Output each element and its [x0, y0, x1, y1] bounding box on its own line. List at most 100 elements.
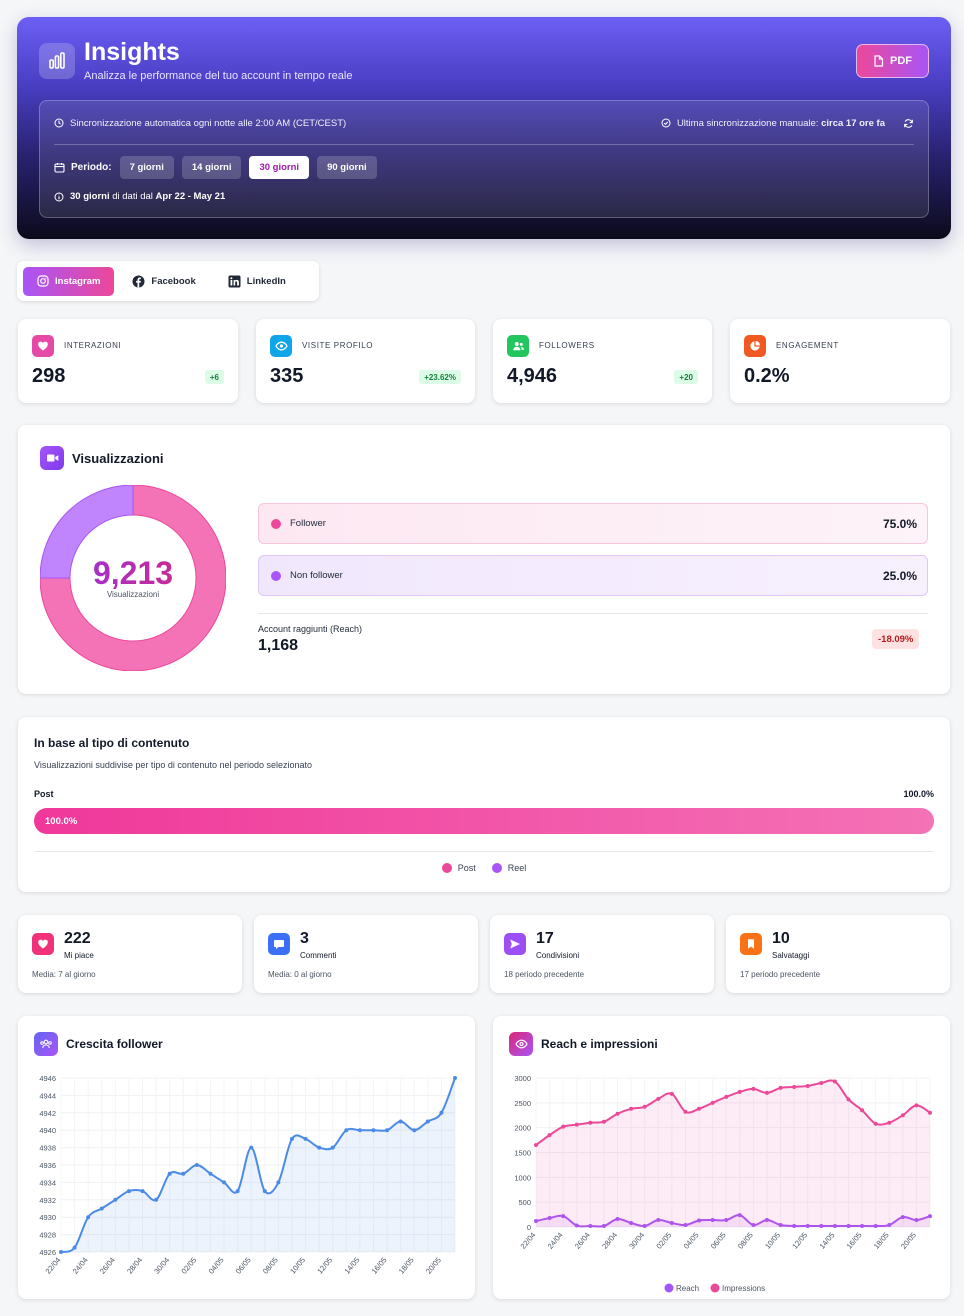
data-point	[574, 1223, 579, 1228]
audience-pct: 75.0%	[882, 516, 917, 531]
stat-card-likes: 222 Mi piace Media: 7 al giorno	[18, 915, 242, 993]
data-point	[724, 1094, 729, 1099]
period-30-button[interactable]: 30 giorni	[249, 156, 310, 179]
data-point	[778, 1085, 783, 1090]
stat-value: 222	[64, 930, 91, 947]
data-point	[113, 1197, 118, 1202]
page-subtitle: Analizza le performance del tuo account …	[84, 70, 353, 82]
data-point	[887, 1120, 892, 1125]
tab-linkedin[interactable]: LinkedIn	[214, 267, 300, 296]
kpi-value: 0.2%	[744, 365, 790, 387]
stat-sub: Media: 7 al giorno	[32, 970, 96, 979]
data-point	[642, 1104, 647, 1109]
period-14-button[interactable]: 14 giorni	[181, 156, 242, 179]
kpi-value: 4,946	[507, 365, 558, 387]
data-point	[805, 1083, 810, 1088]
data-point	[792, 1084, 797, 1089]
stat-value: 10	[772, 930, 790, 947]
data-point	[669, 1221, 674, 1226]
stat-card-saves: 10 Salvataggi 17 periodo precedente	[726, 915, 950, 993]
follower-growth-chart: 4926 4928 4930 4932 4934 4936 4938 4940 4942 4944…	[39, 1074, 457, 1276]
donut-segment-follower	[40, 485, 226, 671]
y-tick-label: 1500	[514, 1149, 531, 1158]
x-tick-label: 12/05	[790, 1231, 809, 1251]
data-point	[317, 1145, 322, 1150]
data-point	[928, 1214, 932, 1219]
data-point	[615, 1111, 620, 1116]
platform-tabs: Instagram Facebook LinkedIn	[17, 261, 319, 301]
x-tick-label: 20/05	[424, 1256, 443, 1276]
divider	[34, 851, 934, 852]
data-point	[792, 1224, 797, 1229]
data-point	[574, 1122, 579, 1127]
x-tick-label: 22/04	[44, 1256, 63, 1276]
stat-value: 17	[536, 930, 554, 947]
data-point	[860, 1224, 865, 1229]
video-icon	[40, 446, 64, 470]
period-7-button[interactable]: 7 giorni	[119, 156, 174, 179]
period-90-button[interactable]: 90 giorni	[317, 156, 377, 179]
data-point	[588, 1120, 593, 1125]
data-point	[778, 1223, 783, 1228]
reach-change-badge: -18.09%	[872, 629, 920, 649]
kpi-card-profile-visits: VISITE PROFILO 335 +23.62%	[256, 319, 475, 403]
post-share-bar: 100.0%	[34, 808, 934, 834]
data-point	[235, 1189, 240, 1194]
content-legend: Post Reel	[18, 863, 950, 873]
y-tick-label: 1000	[514, 1173, 531, 1182]
data-point	[751, 1223, 756, 1228]
bookmark-icon	[740, 933, 762, 955]
period-label: Periodo:	[71, 162, 112, 173]
y-tick-label: 4932	[39, 1196, 56, 1205]
x-tick-label: 22/04	[519, 1231, 538, 1251]
views-donut	[40, 485, 226, 671]
data-point	[683, 1223, 688, 1228]
data-point	[805, 1224, 810, 1229]
data-point	[737, 1213, 742, 1218]
post-bar-text: 100.0%	[45, 816, 78, 827]
y-tick-label: 4926	[39, 1248, 56, 1257]
x-tick-label: 12/05	[315, 1256, 334, 1276]
donut-segment-nonfollower	[40, 485, 134, 579]
tab-facebook[interactable]: Facebook	[118, 267, 209, 296]
kpi-label: ENGAGEMENT	[776, 341, 839, 350]
data-point	[534, 1143, 538, 1148]
data-point	[873, 1121, 878, 1126]
pdf-label: PDF	[890, 55, 912, 67]
pie-chart-icon	[744, 335, 766, 357]
x-tick-label: 26/04	[98, 1256, 117, 1276]
data-point	[601, 1119, 606, 1124]
kpi-card-engagement: ENGAGEMENT 0.2%	[730, 319, 950, 403]
reach-chart-title: Reach e impressioni	[541, 1037, 658, 1051]
data-point	[425, 1119, 430, 1124]
x-tick-label: 02/05	[654, 1231, 673, 1251]
data-point	[724, 1218, 729, 1223]
y-tick-label: 4946	[39, 1074, 56, 1083]
data-point	[615, 1217, 620, 1222]
x-tick-label: 06/05	[709, 1231, 728, 1251]
x-tick-label: 08/05	[261, 1256, 280, 1276]
refresh-icon[interactable]	[903, 118, 914, 129]
data-point	[900, 1113, 905, 1118]
stat-label: Mi piace	[64, 951, 94, 960]
legend-dot	[710, 1283, 720, 1293]
stat-sub: 18 periodo precedente	[504, 970, 585, 979]
data-point	[819, 1224, 824, 1229]
data-point	[629, 1106, 634, 1111]
stat-label: Salvataggi	[772, 951, 810, 960]
data-point	[873, 1224, 878, 1229]
pdf-export-button[interactable]: PDF	[856, 44, 929, 78]
kpi-card-followers: FOLLOWERS 4,946 +20	[493, 319, 712, 403]
x-tick-label: 04/05	[682, 1231, 701, 1251]
tab-instagram[interactable]: Instagram	[23, 266, 115, 296]
data-point	[371, 1128, 376, 1133]
stat-card-comments: 3 Commenti Media: 0 al giorno	[254, 915, 478, 993]
x-tick-label: 20/05	[899, 1231, 918, 1251]
data-point	[832, 1079, 837, 1084]
legend-item-reel: Reel	[491, 863, 526, 873]
data-point	[561, 1124, 566, 1129]
data-point	[697, 1106, 702, 1111]
data-point	[601, 1224, 606, 1229]
y-tick-label: 4936	[39, 1161, 56, 1170]
content-row-label: Post	[34, 789, 54, 799]
